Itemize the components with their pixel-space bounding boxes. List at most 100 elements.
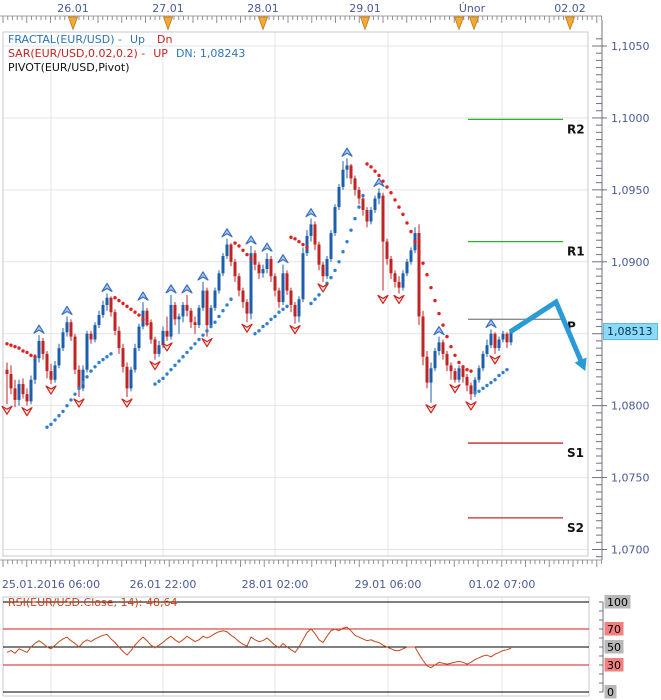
candle-body: [329, 233, 333, 259]
top-axis-label: 28.01: [247, 2, 279, 15]
candle-body: [269, 258, 273, 277]
legend-fractal-name: FRACTAL(EUR/USD) -: [8, 33, 122, 46]
candle-body: [65, 322, 69, 333]
fractal-down-icon: [377, 294, 389, 305]
sar-dot: [433, 298, 437, 303]
candle-body: [193, 322, 197, 326]
sar-dot: [405, 221, 409, 225]
sar-dot: [273, 314, 277, 319]
rsi-level-label: 0: [607, 686, 614, 699]
sar-dot: [461, 365, 465, 369]
candle-body: [289, 290, 293, 305]
candle-body: [509, 331, 513, 343]
fractal-down-icon: [1, 405, 13, 415]
fractal-down-icon: [449, 384, 461, 394]
sar-dot: [477, 389, 481, 393]
fractal-up-icon: [181, 284, 193, 294]
candle-body: [373, 198, 377, 211]
candle-body: [449, 365, 453, 372]
forecast-arrowhead-icon: [574, 357, 587, 372]
candle-body: [281, 273, 285, 303]
candle-body: [505, 333, 509, 343]
fractal-down-icon: [149, 361, 161, 371]
sar-dot: [485, 383, 489, 388]
fractal-up-icon: [433, 325, 445, 336]
sar-dot: [413, 239, 417, 244]
candle-body: [53, 365, 57, 380]
sar-dot: [29, 353, 33, 357]
bottom-axis-label: 26.01 22:00: [130, 578, 197, 591]
candle-body: [341, 169, 345, 187]
sar-dot: [381, 179, 385, 183]
candle-body: [197, 307, 201, 326]
candle-body: [385, 241, 389, 259]
sar-dot: [65, 403, 69, 408]
candle-body: [117, 330, 121, 349]
fractal-down-icon: [489, 355, 501, 365]
rsi-line: [6, 626, 512, 669]
y-axis-tick-label: 1,0700: [611, 544, 650, 557]
fractal-up-icon: [221, 228, 233, 238]
sar-dot: [389, 191, 393, 195]
sar-dot: [113, 296, 117, 300]
sar-dot: [489, 380, 493, 385]
sar-dot: [437, 311, 441, 316]
sar-dot: [61, 409, 65, 414]
sar-dot: [421, 261, 425, 265]
candle-body: [381, 195, 385, 242]
sar-dot: [269, 317, 273, 322]
sar-dot: [221, 309, 225, 313]
pivot-label-R1: R1: [567, 245, 585, 259]
candle-body: [421, 316, 425, 357]
candle-body: [473, 379, 477, 395]
candle-body: [101, 304, 105, 316]
candle-body: [113, 312, 117, 331]
sar-dot: [73, 392, 77, 396]
candle-body: [405, 261, 409, 274]
candle-body: [233, 261, 237, 277]
bottom-axis-label: 01.02 07:00: [469, 578, 536, 591]
candle-body: [453, 371, 457, 380]
candle-body: [389, 258, 393, 274]
candle-body: [129, 369, 133, 389]
indicator-legend: FRACTAL(EUR/USD) - Up Dn SAR(EUR/USD,0.02,…: [8, 33, 245, 75]
candle-body: [337, 186, 341, 208]
candle-body: [177, 316, 181, 320]
sar-dot: [229, 297, 233, 301]
candle-body: [173, 304, 177, 320]
candle-body: [249, 253, 253, 314]
rsi-level-label-box: [604, 640, 624, 654]
sar-dot: [121, 301, 125, 306]
sar-dot: [505, 367, 509, 372]
candle-body: [9, 374, 13, 389]
candle-body: [365, 210, 369, 222]
fractal-down-icon: [121, 398, 133, 408]
legend-sar-dn-value: DN: 1,08243: [175, 47, 246, 60]
sar-dot: [33, 355, 37, 359]
fractal-down-icon: [465, 401, 477, 411]
sar-dot: [317, 293, 321, 297]
candle-body: [57, 348, 61, 366]
candle-body: [477, 368, 481, 380]
date-marker-icon: [257, 16, 269, 31]
sar-dot: [449, 344, 453, 349]
rsi-level-label: 30: [607, 659, 621, 672]
legend-sar-name: SAR(EUR/USD,0.02,0.2) -: [8, 47, 146, 60]
fractal-up-icon: [261, 242, 273, 252]
candle-body: [49, 371, 53, 380]
fractal-down-icon: [161, 342, 173, 352]
sar-dot: [237, 244, 241, 248]
candle-body: [441, 342, 445, 354]
sar-dot: [201, 333, 205, 337]
candle-body: [241, 290, 245, 303]
sar-dot: [257, 329, 261, 333]
candle-body: [225, 244, 229, 257]
rsi-legend: RSI(EUR/USD.Close, 14): 48,64: [8, 596, 178, 609]
sar-dot: [173, 363, 177, 368]
rsi-level-label-box: [604, 658, 624, 672]
sar-dot: [225, 303, 229, 307]
sar-dot: [265, 321, 269, 326]
sar-dot: [261, 324, 265, 329]
candle-body: [457, 368, 461, 380]
